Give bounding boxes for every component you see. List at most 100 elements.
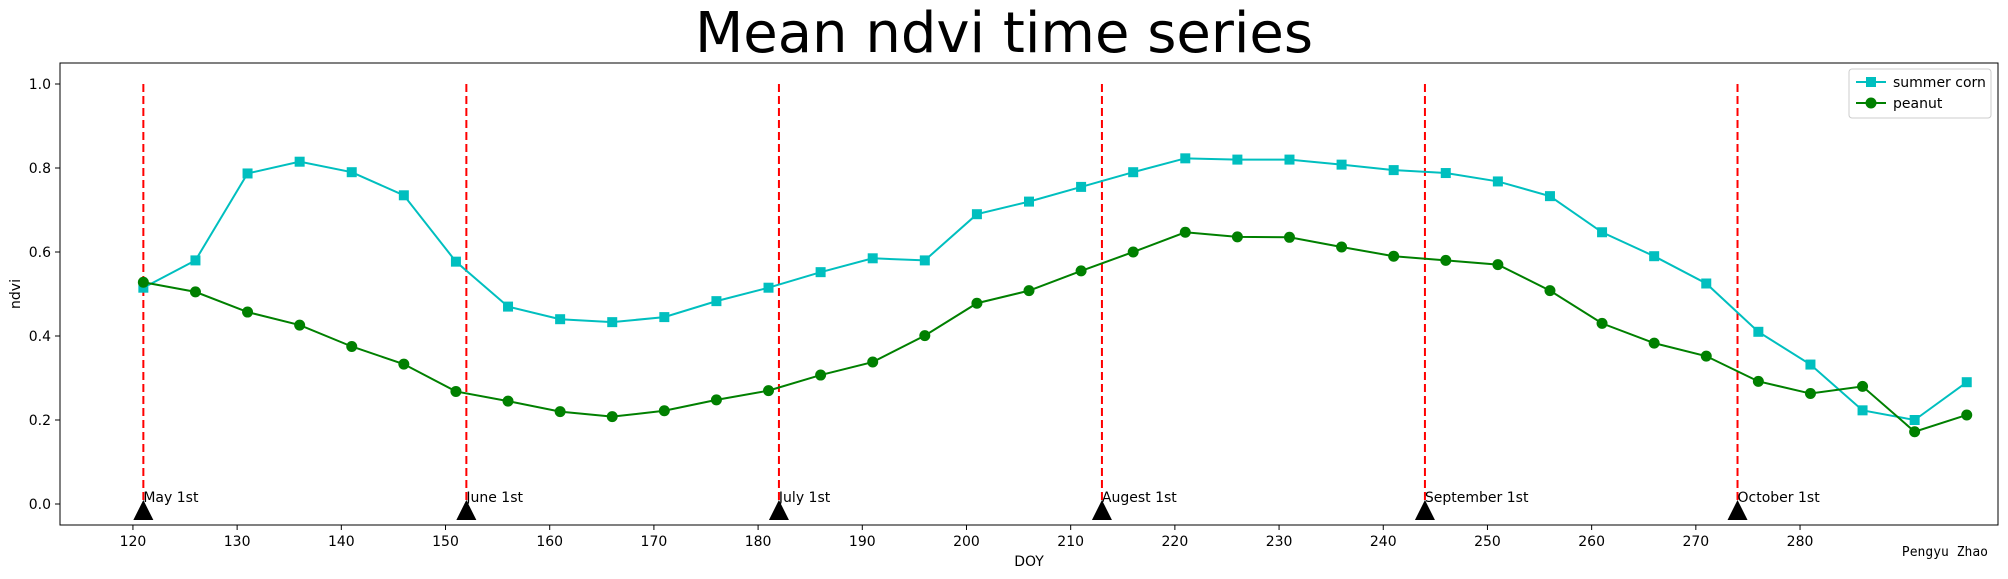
month-marker-label: Augest 1st <box>1102 490 1177 506</box>
data-point-peanut <box>346 341 358 352</box>
data-point-peanut <box>867 356 879 368</box>
data-point-peanut <box>1023 285 1035 297</box>
data-point-summer-corn <box>659 312 670 323</box>
data-point-summer-corn <box>919 255 930 266</box>
x-axis-label: DOY <box>1014 554 1044 570</box>
data-point-summer-corn <box>1180 153 1191 164</box>
x-tick-label: 180 <box>745 534 772 550</box>
x-tick-label: 190 <box>849 534 876 550</box>
author-signature: Pengyu Zhao <box>1902 545 1988 560</box>
data-point-summer-corn <box>1284 154 1295 165</box>
data-point-summer-corn <box>1232 154 1243 165</box>
x-axis: 120 130 140 150 160 170 180 190 200 210 220 230 240 2… <box>120 525 1814 550</box>
y-tick-label: 0.0 <box>29 497 51 513</box>
x-tick-label: 120 <box>120 534 147 550</box>
data-point-peanut <box>815 369 827 381</box>
data-point-summer-corn <box>1076 181 1087 192</box>
data-point-summer-corn <box>1597 227 1608 238</box>
data-point-summer-corn <box>763 282 774 293</box>
data-point-summer-corn <box>1753 326 1764 337</box>
data-point-peanut <box>1648 337 1660 349</box>
data-point-peanut <box>1127 246 1139 258</box>
series-layer <box>137 153 1973 438</box>
x-tick-label: 270 <box>1682 534 1709 550</box>
data-point-peanut <box>1909 426 1921 438</box>
data-point-peanut <box>189 286 201 298</box>
data-point-summer-corn <box>1649 251 1660 262</box>
y-tick-label: 0.8 <box>29 161 51 177</box>
legend-marker-summer-corn <box>1866 77 1876 87</box>
month-marker-triangles <box>133 500 1748 520</box>
month-marker-label: September 1st <box>1425 490 1529 506</box>
data-point-peanut <box>658 405 670 417</box>
legend-marker-peanut <box>1865 97 1877 109</box>
data-point-peanut <box>763 385 775 397</box>
y-axis: 0.0 0.2 0.4 0.6 0.8 1.0 <box>29 77 60 513</box>
data-point-peanut <box>1804 388 1816 400</box>
month-marker-label: June 1st <box>465 490 523 506</box>
month-marker-label: October 1st <box>1738 490 1821 506</box>
y-tick-label: 0.2 <box>29 413 51 429</box>
data-point-peanut <box>1752 375 1764 387</box>
legend-label-summer-corn: summer corn <box>1893 75 1986 91</box>
legend-label-peanut: peanut <box>1893 96 1943 112</box>
data-point-summer-corn <box>503 301 514 312</box>
month-marker-label: July 1st <box>778 490 831 506</box>
data-point-peanut <box>1544 285 1556 297</box>
data-point-summer-corn <box>1024 196 1034 207</box>
x-tick-label: 150 <box>432 534 459 550</box>
data-point-summer-corn <box>1909 415 1920 425</box>
x-tick-label: 200 <box>953 534 980 550</box>
y-tick-label: 1.0 <box>29 77 51 93</box>
data-point-peanut <box>554 406 566 418</box>
data-point-peanut <box>1961 409 1973 421</box>
y-tick-label: 0.4 <box>29 329 51 345</box>
data-point-peanut <box>919 330 931 342</box>
data-point-summer-corn <box>1336 159 1347 170</box>
data-point-peanut <box>1336 241 1348 253</box>
month-marker-triangle <box>1091 500 1112 520</box>
x-tick-label: 280 <box>1787 534 1814 550</box>
month-marker-triangle <box>1727 500 1748 520</box>
data-point-summer-corn <box>815 267 826 278</box>
month-marker-triangle <box>1414 500 1435 520</box>
data-point-summer-corn <box>1544 191 1555 202</box>
data-point-summer-corn <box>1388 165 1399 176</box>
x-tick-label: 210 <box>1057 534 1084 550</box>
plot-frame <box>59 62 1999 526</box>
x-tick-label: 140 <box>328 534 355 550</box>
chart-title: Mean ndvi time series <box>695 1 1313 66</box>
data-point-summer-corn <box>1492 176 1503 187</box>
x-tick-label: 170 <box>641 534 668 550</box>
data-point-peanut <box>710 394 722 406</box>
x-tick-label: 230 <box>1266 534 1293 550</box>
data-point-peanut <box>294 319 306 331</box>
data-point-peanut <box>137 276 149 288</box>
data-point-peanut <box>606 411 618 423</box>
month-annotations: May 1st June 1st July 1st Augest 1st Septemb… <box>143 490 1820 506</box>
x-tick-label: 220 <box>1162 534 1189 550</box>
data-point-summer-corn <box>190 255 201 266</box>
month-marker-label: May 1st <box>143 490 199 506</box>
data-point-peanut <box>1857 380 1869 392</box>
data-point-summer-corn <box>242 168 253 179</box>
data-point-peanut <box>1492 259 1504 271</box>
x-tick-label: 160 <box>536 534 563 550</box>
month-marker-triangle <box>456 500 477 520</box>
data-point-peanut <box>1231 231 1243 243</box>
x-tick-label: 130 <box>224 534 251 550</box>
month-marker-triangle <box>768 500 789 520</box>
data-point-peanut <box>1700 350 1712 362</box>
data-point-peanut <box>1388 250 1400 262</box>
data-point-summer-corn <box>867 253 878 264</box>
data-point-summer-corn <box>607 317 618 328</box>
data-point-summer-corn <box>555 314 566 325</box>
data-point-peanut <box>1075 265 1087 277</box>
x-tick-label: 250 <box>1474 534 1501 550</box>
data-point-summer-corn <box>450 256 461 267</box>
data-point-peanut <box>398 358 410 370</box>
y-tick-label: 0.6 <box>29 245 51 261</box>
data-point-peanut <box>1596 317 1608 329</box>
data-point-peanut <box>502 395 514 407</box>
